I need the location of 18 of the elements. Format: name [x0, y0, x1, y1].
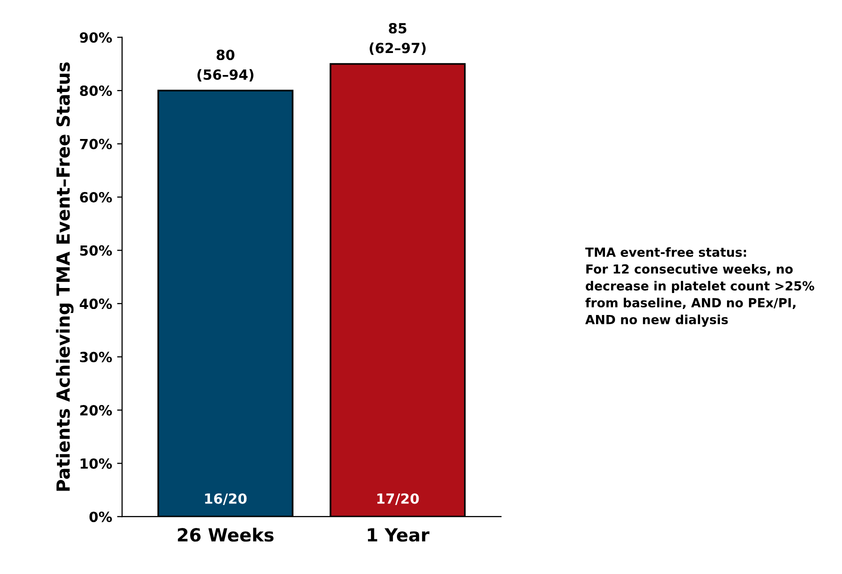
y-tick-label: 30%: [80, 352, 112, 362]
y-tick-label: 10%: [80, 458, 112, 469]
y-tick-label: 60%: [80, 192, 112, 203]
annotation: 17/20: [377, 493, 419, 505]
y-tick-label: 70%: [80, 138, 112, 150]
text: TMA event-free status: For 12 consecutive weeks, no decrease in platelet count >25% from baseline, AND no PEx/PI, AND no new dialysis: [585, 247, 814, 327]
x-tick-label: 1 Year: [368, 528, 430, 542]
y-tick-label: 90%: [80, 32, 112, 43]
x-tick-label: 26 Weeks: [178, 528, 274, 542]
data-label: 85 (62–97): [370, 22, 426, 55]
y-tick-label: 40%: [80, 298, 112, 310]
y-axis-title: Patients Achieving TMA Event–Free Status: [56, 62, 74, 491]
y-tick-label: 50%: [80, 245, 112, 256]
y-tick-label: 20%: [80, 405, 112, 416]
data-label: 80 (56–94): [197, 50, 254, 82]
annotation: 16/20: [205, 493, 247, 505]
y-tick-label: 80%: [80, 86, 112, 96]
y-tick-label: 0%: [89, 512, 112, 522]
